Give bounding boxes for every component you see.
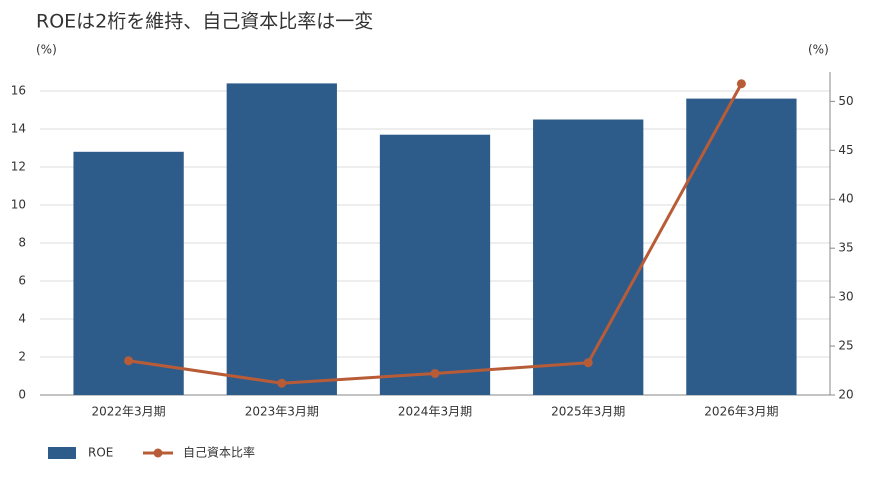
chart-title: ROEは2桁を維持、自己資本比率は一変 (36, 11, 373, 33)
y-tick-label: 8 (18, 236, 26, 250)
x-tick-label: 2026年3月期 (704, 405, 778, 419)
y-tick-label: 0 (18, 388, 26, 402)
legend-swatch (48, 447, 76, 459)
y-tick-label: 2 (18, 350, 26, 364)
y2-tick-label: 30 (838, 290, 853, 304)
y-tick-label: 16 (11, 84, 26, 98)
y-tick-label: 4 (18, 312, 26, 326)
x-tick-label: 2024年3月期 (398, 405, 472, 419)
y-tick-label: 14 (11, 122, 26, 136)
bar (73, 151, 184, 395)
point (583, 358, 593, 368)
bar (686, 98, 797, 395)
y-tick-label: 12 (11, 160, 26, 174)
point (124, 356, 134, 366)
point (736, 79, 746, 89)
point (430, 368, 440, 378)
y2-tick-label: 45 (838, 143, 853, 157)
bar (379, 134, 491, 395)
y2-tick-label: 20 (838, 388, 853, 402)
legend-swatch (153, 448, 163, 458)
y2-tick-label: 25 (838, 339, 853, 353)
y-tick-label: 10 (11, 198, 26, 212)
bar (533, 119, 644, 395)
y2-tick-label: 50 (838, 94, 853, 108)
y2-tick-label: 40 (838, 192, 853, 206)
x-tick-label: 2022年3月期 (92, 405, 166, 419)
x-tick-label: 2025年3月期 (551, 405, 625, 419)
y-tick-label: 6 (18, 274, 26, 288)
bar (226, 83, 337, 396)
x-tick-label: 2023年3月期 (245, 405, 319, 419)
y2-axis-label: (%) (808, 43, 829, 57)
legend-label: 自己資本比率 (183, 445, 255, 460)
point (277, 378, 287, 388)
legend-label: ROE (88, 446, 113, 460)
y2-tick-label: 35 (838, 241, 853, 255)
y-axis-label: (%) (36, 43, 57, 57)
